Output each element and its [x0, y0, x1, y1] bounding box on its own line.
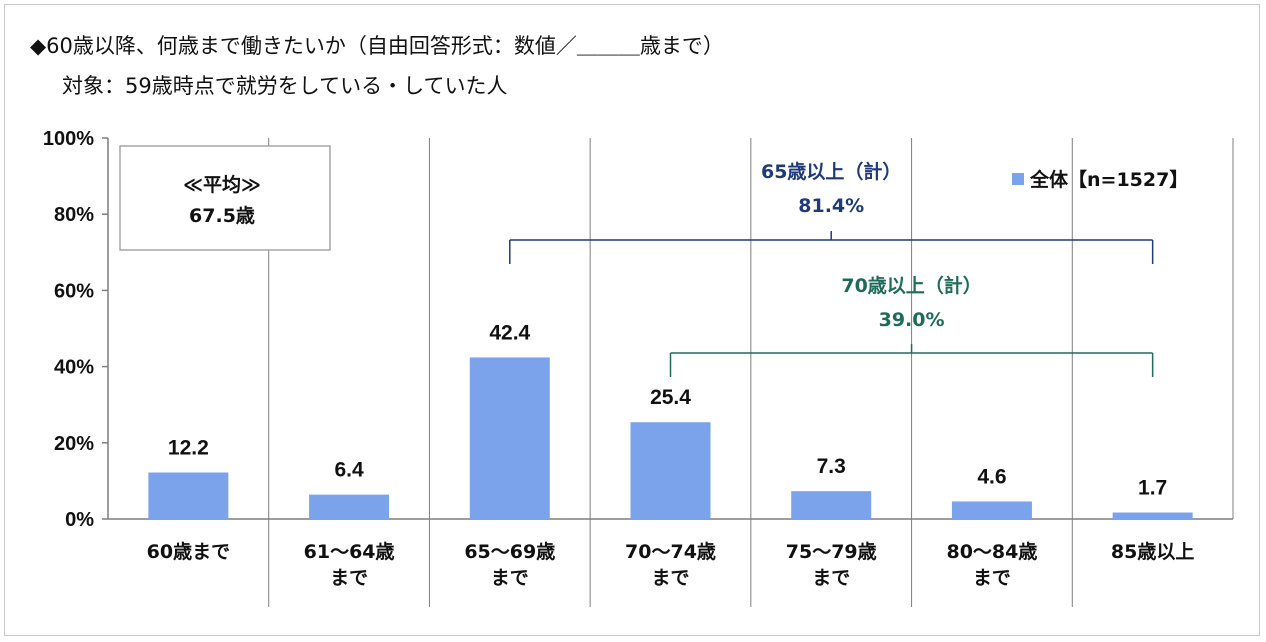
x-tick-label: 85歳以上: [1111, 541, 1194, 563]
x-tick-label: 65～69歳: [464, 541, 555, 563]
chart-subtitle: 対象：59歳時点で就労をしている・していた人: [62, 74, 508, 98]
legend-swatch: [1012, 173, 1024, 185]
data-label: 1.7: [1138, 477, 1167, 500]
data-label: 6.4: [334, 459, 364, 482]
bar: [148, 472, 229, 519]
bracket-label: 70歳以上（計）: [841, 274, 981, 297]
bracket-label: 65歳以上（計）: [761, 160, 901, 183]
chart-title: ◆60歳以降、何歳まで働きたいか（自由回答形式：数値／＿＿＿歳まで）: [30, 34, 724, 58]
x-tick-label: まで: [973, 567, 1011, 589]
average-box: [119, 145, 331, 251]
x-tick-label: まで: [491, 567, 529, 589]
bar: [469, 357, 550, 519]
average-value: 67.5歳: [189, 205, 255, 227]
data-label: 42.4: [489, 321, 530, 344]
bar: [309, 494, 390, 519]
bar: [630, 422, 711, 519]
data-label: 4.6: [977, 465, 1006, 488]
bar: [791, 491, 872, 519]
legend-label: 全体【n=1527】: [1029, 168, 1188, 191]
data-label: 12.2: [168, 437, 209, 460]
x-tick-label: まで: [330, 567, 368, 589]
y-tick-label: 40%: [54, 357, 94, 379]
average-heading: ≪平均≫: [183, 173, 261, 196]
x-tick-label: 61～64歳: [304, 541, 395, 563]
x-tick-label: 60歳まで: [147, 541, 230, 563]
bracket-value: 81.4%: [798, 195, 864, 217]
y-tick-label: 20%: [54, 433, 94, 455]
y-tick-label: 60%: [54, 280, 94, 302]
x-tick-label: 70～74歳: [625, 541, 716, 563]
bar: [951, 501, 1032, 519]
data-label: 25.4: [650, 386, 691, 409]
y-tick-label: 80%: [54, 204, 94, 226]
bar: [1112, 512, 1193, 519]
x-tick-label: 75～79歳: [786, 541, 877, 563]
x-tick-label: まで: [651, 567, 689, 589]
data-label: 7.3: [817, 455, 846, 478]
chart-frame: [4, 4, 1260, 636]
y-tick-label: 0%: [65, 509, 94, 531]
x-tick-label: まで: [812, 567, 850, 589]
bracket-value: 39.0%: [879, 309, 945, 331]
x-tick-label: 80～84歳: [946, 541, 1037, 563]
y-tick-label: 100%: [43, 128, 94, 150]
